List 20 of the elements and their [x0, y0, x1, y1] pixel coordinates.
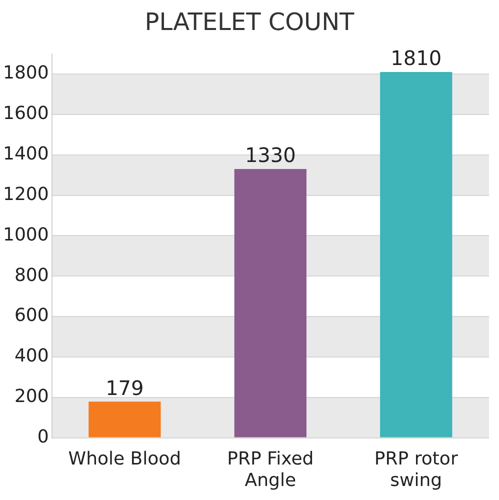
y-tick-label: 1200	[2, 184, 49, 205]
bar	[234, 169, 306, 438]
data-label: 179	[106, 376, 144, 400]
y-tick-label: 1600	[2, 103, 49, 124]
x-tick-label: Whole Blood	[68, 448, 182, 470]
x-tick-label: PRP Fixed Angle	[227, 448, 314, 491]
data-label: 1810	[390, 46, 442, 70]
y-tick-label: 1800	[2, 62, 49, 84]
bar	[380, 72, 452, 438]
y-tick-label: 1000	[2, 224, 49, 246]
y-tick-label: 1400	[2, 144, 49, 165]
y-tick-label: 0	[37, 426, 49, 448]
x-tick-label: PRP rotor swing	[374, 448, 458, 491]
y-tick-label: 800	[14, 264, 49, 286]
bar	[88, 402, 161, 438]
chart-title: PLATELET COUNT	[144, 8, 356, 38]
y-tick-label: 400	[14, 346, 49, 367]
data-label: 1330	[244, 143, 296, 168]
y-tick-label: 600	[14, 305, 49, 326]
y-tick-label: 200	[14, 386, 49, 408]
